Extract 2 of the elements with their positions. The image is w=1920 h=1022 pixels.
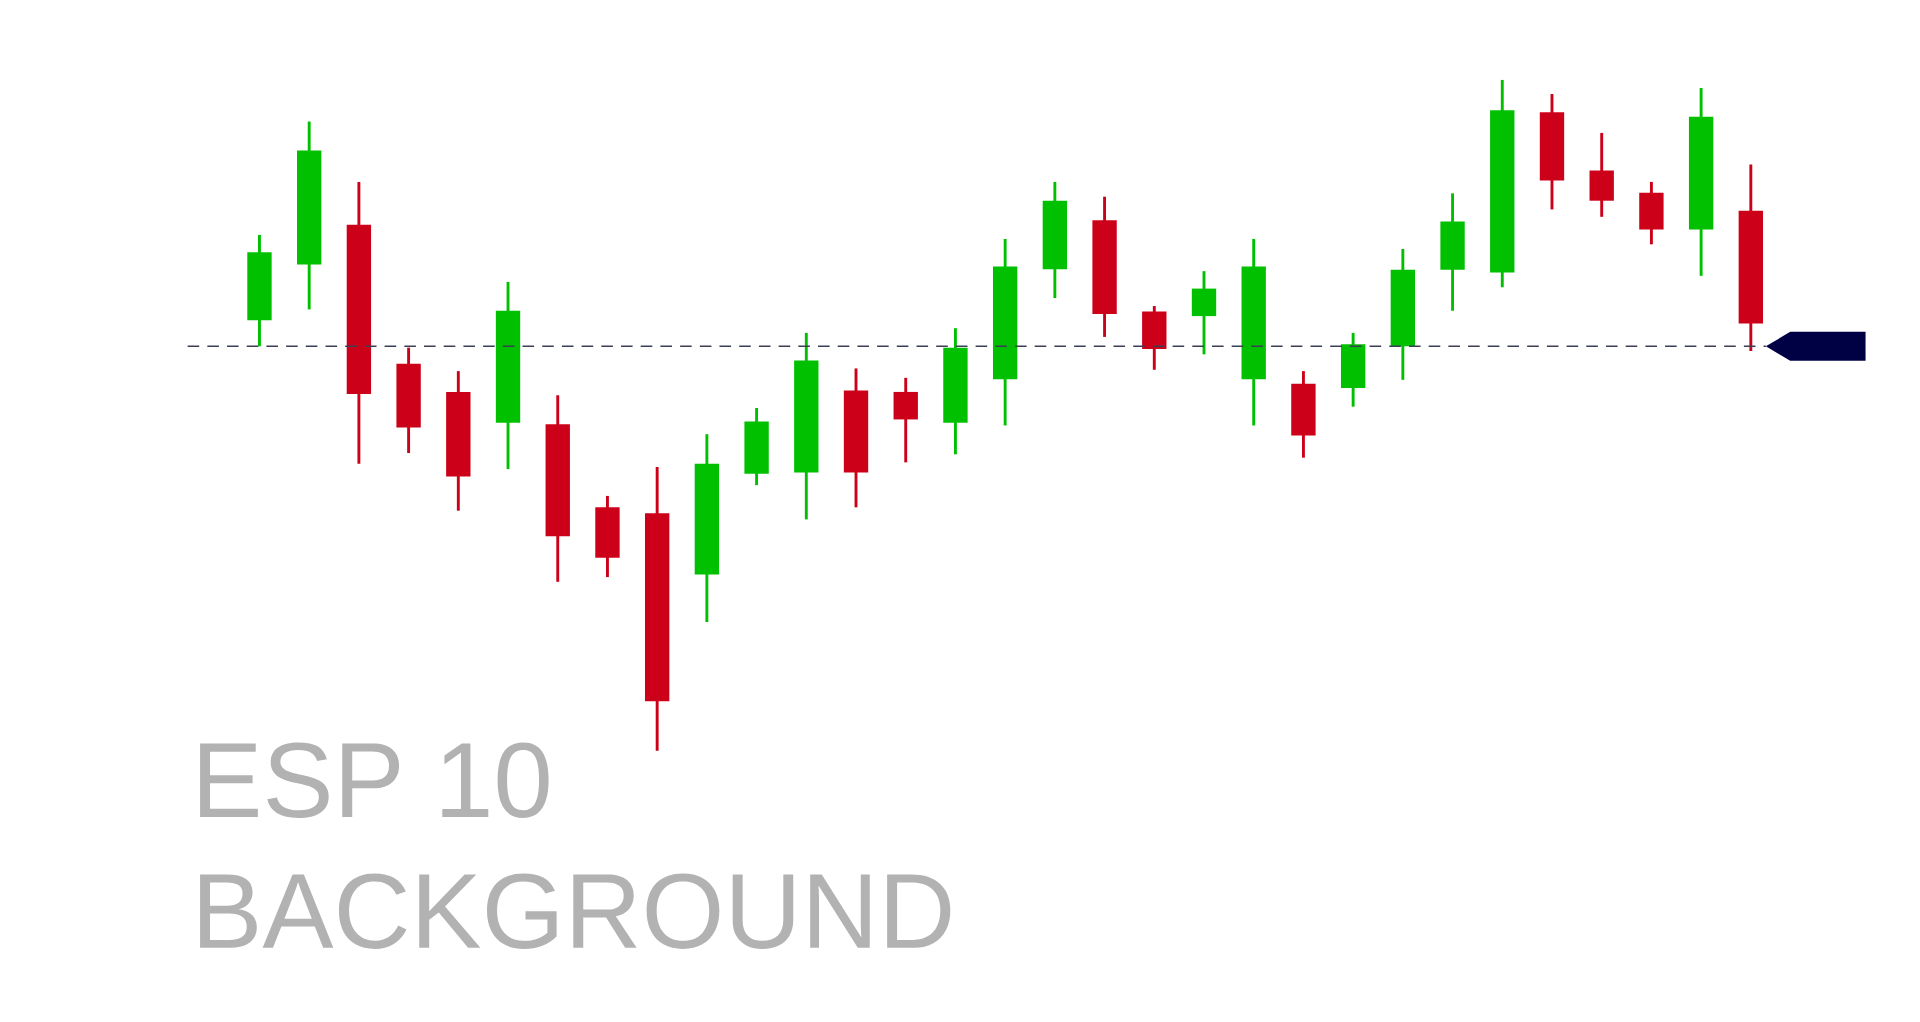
text: ESP 10 [200,742,549,818]
text: BACKGROUND [200,873,951,949]
